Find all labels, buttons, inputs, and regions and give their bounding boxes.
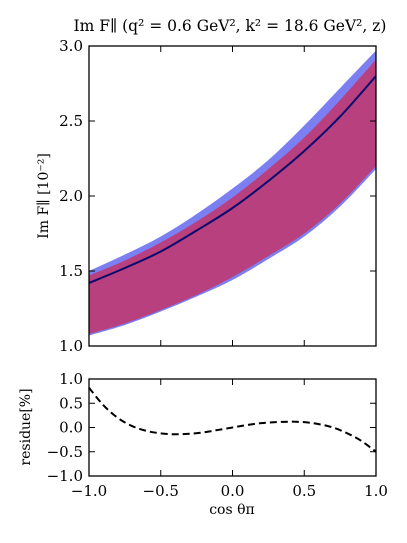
residue-y-tick-label: 0.0 [59, 419, 83, 437]
main-y-tick-label: 3.0 [59, 37, 83, 55]
inner-uncertainty-band [89, 59, 376, 334]
residue-x-tick-label: 0.0 [221, 482, 245, 500]
main-y-tick-label: 2.5 [59, 112, 83, 130]
residue-y-tick-label: 1.0 [59, 370, 83, 388]
residue-x-tick-label: 1.0 [364, 482, 388, 500]
x-axis-label: cos θπ [209, 502, 255, 518]
residue-y-tick-label: −0.5 [47, 443, 83, 461]
residue-y-tick-label: 0.5 [59, 394, 83, 412]
figure-title: Im F∥ (q² = 0.6 GeV², k² = 18.6 GeV², z) [74, 17, 387, 35]
residue-line [88, 387, 377, 453]
residue-panel: −1.0 −0.5 0.0 0.5 1.0 −1.0 −0.5 0.0 0.5 1.0 resid… [18, 370, 388, 518]
residue-x-tick-label: −1.0 [71, 482, 107, 500]
main-y-axis-label: Im F∥ [10⁻²] [36, 153, 52, 239]
main-panel: 1.0 1.5 2.0 2.5 3.0 Im F∥ [10⁻²] [36, 37, 377, 355]
main-bands [88, 50, 377, 336]
main-y-tick-label: 1.5 [59, 262, 83, 280]
residue-x-tick-label: 0.5 [292, 482, 316, 500]
main-ticks: 1.0 1.5 2.0 2.5 3.0 [59, 37, 377, 355]
residue-y-axis-label: residue[%] [18, 388, 34, 465]
central-value-line [88, 75, 377, 284]
main-y-tick-label: 1.0 [59, 337, 83, 355]
residue-x-tick-label: −0.5 [143, 482, 179, 500]
residue-lines [88, 387, 377, 453]
main-y-tick-label: 2.0 [59, 187, 83, 205]
residue-ticks: −1.0 −0.5 0.0 0.5 1.0 −1.0 −0.5 0.0 0.5 1.0 [47, 370, 388, 500]
residue-y-tick-label: −1.0 [47, 467, 83, 485]
